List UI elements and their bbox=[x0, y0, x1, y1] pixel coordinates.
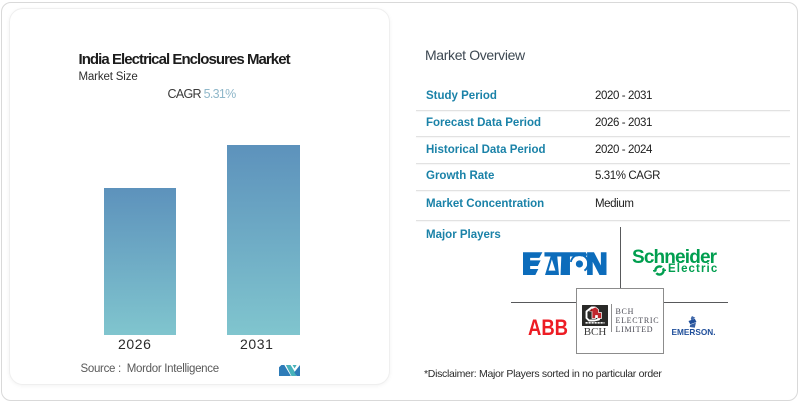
svg-text:EMERSON.: EMERSON. bbox=[672, 327, 716, 336]
svg-text:ABB: ABB bbox=[528, 318, 568, 336]
